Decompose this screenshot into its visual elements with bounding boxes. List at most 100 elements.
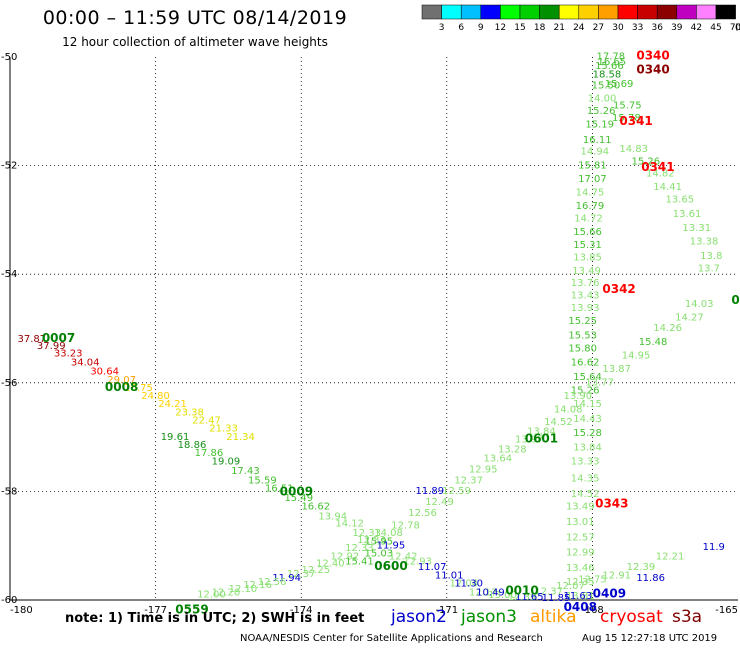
wave-height-label: 15.49: [284, 493, 313, 504]
wave-height-label: 26.75: [124, 383, 153, 394]
legend-altika: altika: [530, 607, 577, 627]
wave-height-label: 12.33: [352, 528, 381, 539]
wave-height-label: 15.03: [365, 549, 394, 560]
wave-height-label: 14.00: [588, 94, 617, 105]
wave-height-label: 12.04: [449, 578, 478, 589]
wave-height-label: 12.57: [566, 532, 595, 543]
page-subtitle: 12 hour collection of altimeter wave hei…: [62, 35, 328, 49]
wave-height-label: 15.26: [571, 386, 600, 397]
wave-height-label: 13.61: [673, 209, 702, 220]
page-title: 00:00 – 11:59 UTC 08/14/2019: [42, 7, 348, 29]
lon-tick-label: -168: [581, 605, 604, 616]
wave-height-label: 12.99: [566, 547, 595, 558]
wave-height-label: 11.65: [515, 592, 544, 603]
pass-time-label: 0341: [619, 114, 652, 128]
wave-height-label: 11.30: [454, 578, 483, 589]
wave-height-label: 37.99: [37, 341, 66, 352]
pass-time-label: 0: [731, 293, 739, 307]
legend-label: 24: [573, 23, 585, 33]
legend-jason3: jason3: [461, 607, 517, 627]
wave-height-label: 15.26: [587, 106, 616, 117]
wave-height-label: 13.85: [573, 253, 602, 264]
lon-tick-label: -174: [290, 605, 313, 616]
wave-height-label: 14.95: [622, 350, 651, 361]
pass-time-label: 0007: [42, 331, 75, 345]
wave-height-label: 14.12: [335, 519, 364, 530]
wave-height-label: 16.62: [301, 501, 330, 512]
legend-jason2: jason2: [391, 607, 447, 627]
pass-time-label: 0600: [374, 559, 407, 573]
wave-height-label: 11.94: [272, 573, 301, 584]
wave-height-label: 21.34: [226, 432, 255, 443]
wave-height-label: 13.49: [572, 266, 601, 277]
wave-height-label: 15.78: [612, 113, 641, 124]
wave-height-label: 12.78: [391, 520, 420, 531]
wave-height-label: 30.64: [90, 367, 119, 378]
legend-label: 12: [495, 23, 506, 33]
lon-tick-label: -180: [10, 605, 33, 616]
wave-height-label: 11.63: [564, 591, 593, 602]
wave-height-label: 22.47: [192, 416, 221, 427]
wave-height-label: 15.59: [248, 475, 277, 486]
wave-height-label: 34.04: [71, 357, 100, 368]
legend-cryosat: cryosat: [600, 607, 663, 627]
wave-height-label: 13.33: [571, 456, 600, 467]
wave-height-label: 17.43: [231, 466, 260, 477]
wave-height-label: 12.16: [243, 580, 272, 591]
wave-height-label: 18.58: [593, 70, 622, 81]
wave-height-label: 13.43: [571, 291, 600, 302]
legend-label: 36: [651, 23, 663, 33]
wave-height-label: 13.87: [602, 364, 631, 375]
wave-height-label: 13.38: [690, 236, 719, 247]
wave-height-label: 14.26: [653, 323, 682, 334]
footer-timestamp: Aug 15 12:27:18 UTC 2019: [582, 633, 718, 644]
wave-height-label: 13.81: [566, 591, 595, 602]
wave-height-label: 13.90: [564, 391, 593, 402]
wave-height-label: 15.66: [573, 227, 602, 238]
wave-height-label: 15.53: [568, 330, 597, 341]
pass-time-label: 0342: [602, 282, 635, 296]
wave-height-label: 12.33: [345, 543, 374, 554]
pass-time-label: 0010: [505, 584, 538, 598]
wave-height-label: 12.25: [301, 565, 330, 576]
wave-height-label: 15.69: [605, 79, 634, 90]
wave-height-label: 15.26: [631, 157, 660, 168]
wave-height-label: 19.09: [212, 456, 241, 467]
wave-height-label: 12.07: [556, 581, 585, 592]
lat-tick-label: -52: [1, 161, 17, 172]
wave-height-label: 13.93: [571, 303, 600, 314]
wave-height-label: 13.7: [698, 263, 720, 274]
wave-height-label: 24.21: [158, 399, 187, 410]
wave-height-label: 12.35: [566, 577, 595, 588]
wave-height-label: 13.77: [585, 378, 614, 389]
pass-time-label: 0409: [593, 586, 626, 600]
wave-height-label: 15.31: [573, 240, 602, 251]
wave-height-label: 18.86: [178, 440, 207, 451]
pass-time-label: 0340: [636, 62, 669, 76]
wave-height-label: 15.28: [573, 428, 602, 439]
wave-height-label: 15.50: [592, 80, 621, 91]
lon-tick-label: -171: [435, 605, 458, 616]
wave-height-label: 14.35: [571, 474, 600, 485]
wave-height-label: 12.91: [602, 570, 631, 581]
wave-height-label: 12.92: [331, 551, 360, 562]
legend-swatch: [715, 4, 736, 20]
lat-tick-label: -56: [1, 378, 17, 389]
lat-tick-label: -58: [1, 486, 17, 497]
lon-tick-label: -165: [715, 605, 738, 616]
wave-height-label: 12.37: [287, 569, 316, 580]
legend-s3a: s3a: [672, 607, 703, 627]
wave-height-label: 12.20: [212, 588, 241, 599]
wave-height-label: 11.01: [435, 570, 464, 581]
pass-time-label: 0601: [525, 432, 558, 446]
pass-time-label: 0341: [641, 160, 674, 174]
wave-height-label: 15.25: [568, 316, 597, 327]
wave-height-label: 37.87: [18, 334, 47, 345]
wave-height-label: 15.48: [639, 337, 668, 348]
wave-height-label: 10.49: [476, 588, 505, 599]
wave-height-label: 13.00: [488, 590, 517, 601]
legend-label: 15: [514, 23, 525, 33]
wave-height-label: 14.43: [573, 414, 602, 425]
wave-height-label: 17.07: [578, 174, 607, 185]
legend-label: 6: [458, 23, 464, 33]
